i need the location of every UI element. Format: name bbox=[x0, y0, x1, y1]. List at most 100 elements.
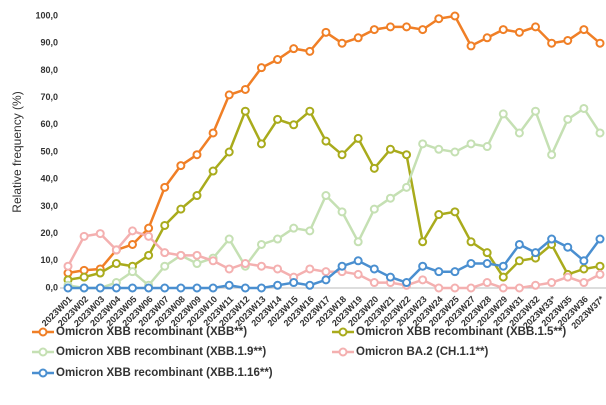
legend-label: Omicron XBB recombinant (XBB.1.5**) bbox=[356, 326, 566, 338]
point bbox=[434, 210, 444, 220]
point bbox=[514, 283, 524, 293]
point bbox=[482, 248, 492, 258]
point bbox=[321, 275, 331, 285]
point bbox=[111, 245, 121, 255]
point bbox=[321, 191, 331, 201]
point bbox=[144, 250, 154, 260]
point bbox=[273, 264, 283, 274]
point bbox=[498, 272, 508, 282]
legend-marker bbox=[338, 347, 348, 357]
point bbox=[418, 261, 428, 271]
point bbox=[466, 259, 476, 269]
point bbox=[224, 90, 234, 100]
point bbox=[208, 283, 218, 293]
y-tick-label: 30,0 bbox=[40, 201, 58, 211]
point bbox=[337, 150, 347, 160]
point bbox=[547, 278, 557, 288]
legend-marker bbox=[38, 327, 48, 337]
point bbox=[353, 269, 363, 279]
point bbox=[305, 106, 315, 116]
legend-label: Omicron XBB recombinant (XBB.1.16**) bbox=[56, 367, 273, 379]
series-line bbox=[68, 237, 602, 290]
legend-marker bbox=[38, 368, 48, 378]
point bbox=[176, 250, 186, 260]
point bbox=[305, 226, 315, 236]
y-axis-label: Relative frequency (%) bbox=[10, 91, 24, 212]
point bbox=[547, 234, 557, 244]
point bbox=[385, 272, 395, 282]
y-tick-label: 70,0 bbox=[40, 92, 58, 102]
point bbox=[160, 261, 170, 271]
point bbox=[482, 142, 492, 152]
point bbox=[563, 272, 573, 282]
point bbox=[273, 280, 283, 290]
y-tick-label: 20,0 bbox=[40, 228, 58, 238]
point bbox=[498, 25, 508, 35]
point bbox=[450, 207, 460, 217]
point bbox=[256, 283, 266, 293]
point bbox=[160, 248, 170, 258]
point bbox=[563, 35, 573, 45]
point bbox=[192, 259, 202, 269]
point bbox=[563, 114, 573, 124]
point bbox=[466, 283, 476, 293]
point bbox=[321, 267, 331, 277]
point bbox=[482, 259, 492, 269]
series-line bbox=[67, 14, 601, 275]
point bbox=[273, 234, 283, 244]
point bbox=[531, 22, 541, 32]
y-tick-label: 10,0 bbox=[40, 255, 58, 265]
point bbox=[176, 283, 186, 293]
point bbox=[240, 259, 250, 269]
point bbox=[434, 144, 444, 154]
point bbox=[321, 27, 331, 37]
point bbox=[369, 278, 379, 288]
point bbox=[450, 147, 460, 157]
point bbox=[402, 278, 412, 288]
point bbox=[353, 133, 363, 143]
legend-marker bbox=[338, 327, 348, 337]
point bbox=[79, 272, 89, 282]
point bbox=[240, 283, 250, 293]
point bbox=[579, 25, 589, 35]
point bbox=[160, 220, 170, 230]
point bbox=[256, 261, 266, 271]
point bbox=[514, 239, 524, 249]
point bbox=[514, 128, 524, 138]
point bbox=[353, 33, 363, 43]
point bbox=[176, 161, 186, 171]
legend-label: Omicron BA.2 (CH.1.1**) bbox=[356, 346, 488, 358]
point bbox=[563, 242, 573, 252]
point bbox=[305, 264, 315, 274]
legend-label: Omicron XBB recombinant (XBB.1.9**) bbox=[56, 346, 266, 358]
point bbox=[95, 268, 105, 278]
y-tick-label: 0,0 bbox=[45, 282, 58, 292]
point bbox=[240, 106, 250, 116]
point bbox=[256, 239, 266, 249]
point bbox=[127, 239, 137, 249]
point bbox=[160, 182, 170, 192]
legend-label: Omicron XBB recombinant (XBB**) bbox=[56, 326, 247, 338]
point bbox=[514, 27, 524, 37]
point bbox=[256, 139, 266, 149]
series-line bbox=[67, 106, 602, 290]
point bbox=[402, 150, 412, 160]
point bbox=[385, 193, 395, 203]
y-tick-label: 40,0 bbox=[40, 174, 58, 184]
point bbox=[144, 223, 154, 233]
point bbox=[337, 261, 347, 271]
point bbox=[385, 144, 395, 154]
point bbox=[224, 234, 234, 244]
point bbox=[434, 267, 444, 277]
y-tick-label: 100,0 bbox=[35, 10, 58, 20]
point bbox=[192, 250, 202, 260]
point bbox=[289, 278, 299, 288]
point bbox=[369, 204, 379, 214]
point bbox=[466, 237, 476, 247]
point bbox=[321, 136, 331, 146]
point bbox=[595, 269, 605, 279]
point bbox=[160, 283, 170, 293]
point bbox=[369, 264, 379, 274]
point bbox=[595, 261, 605, 271]
point bbox=[369, 163, 379, 173]
